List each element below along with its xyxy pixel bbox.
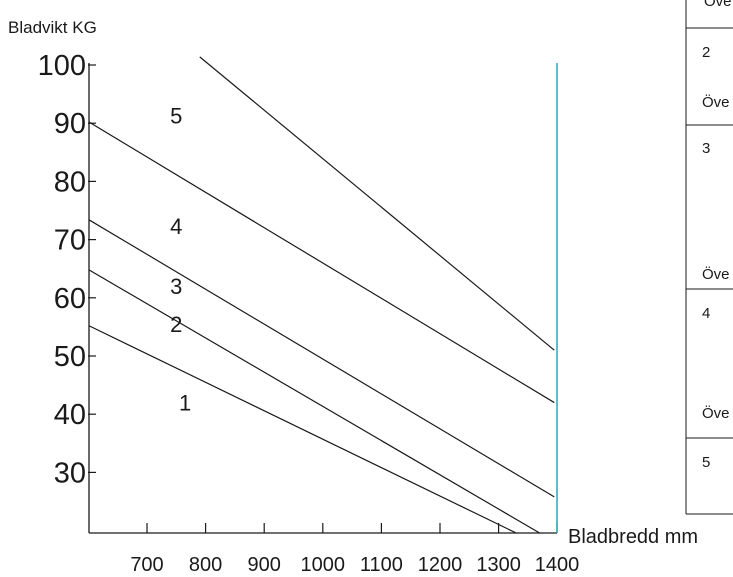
zone-label-4: 4 — [170, 214, 182, 239]
table-row-3-text: Öve — [702, 265, 730, 283]
y-tick-label: 60 — [54, 283, 86, 315]
zone-label-1: 1 — [179, 391, 191, 416]
y-tick-label: 70 — [54, 225, 86, 257]
y-tick-label: 50 — [54, 341, 86, 373]
series-line-3 — [88, 219, 555, 498]
y-tick-label: 90 — [54, 108, 86, 140]
y-tick-label: 30 — [54, 457, 86, 489]
x-tick-label: 800 — [189, 554, 222, 576]
table-row-1-text: Öve — [704, 0, 732, 10]
x-tick-label: 700 — [130, 554, 163, 576]
table-row-4-number: 4 — [702, 305, 710, 322]
table-row-3-number: 3 — [702, 140, 710, 157]
x-ticks: 700 800 900 1000 1100 1200 1300 1400 — [130, 523, 579, 576]
x-tick-label: 1300 — [476, 554, 521, 576]
x-tick-label: 1200 — [418, 554, 463, 576]
series-group — [88, 56, 555, 534]
series-line-1 — [88, 325, 517, 534]
x-tick-label: 900 — [248, 554, 281, 576]
x-tick-label: 1000 — [301, 554, 346, 576]
table-row-2-text: Öve — [702, 93, 730, 111]
x-tick-label: 1400 — [535, 554, 580, 576]
zone-label-5: 5 — [170, 104, 182, 129]
table-row-5-number: 5 — [702, 454, 710, 471]
y-tick-label: 40 — [54, 399, 86, 431]
zone-label-3: 3 — [170, 274, 182, 299]
y-tick-label: 80 — [54, 166, 86, 198]
table-row-2-number: 2 — [702, 44, 710, 61]
zone-labels: 1 2 3 4 5 — [170, 104, 191, 416]
series-line-5 — [199, 56, 555, 351]
y-axis-title: Bladvikt KG — [8, 18, 97, 37]
y-tick-label: 100 — [38, 50, 86, 82]
side-table: Öve 2 Öve 3 Öve 4 Öve 5 — [685, 0, 733, 515]
table-row-4-text: Öve — [702, 404, 730, 422]
zone-label-2: 2 — [170, 312, 182, 337]
x-axis-title: Bladbredd mm — [568, 526, 698, 548]
x-tick-label: 1100 — [360, 554, 403, 576]
series-line-2 — [88, 269, 540, 534]
series-line-4 — [88, 121, 555, 404]
y-ticks: 30 40 50 60 70 80 90 100 — [38, 50, 96, 489]
